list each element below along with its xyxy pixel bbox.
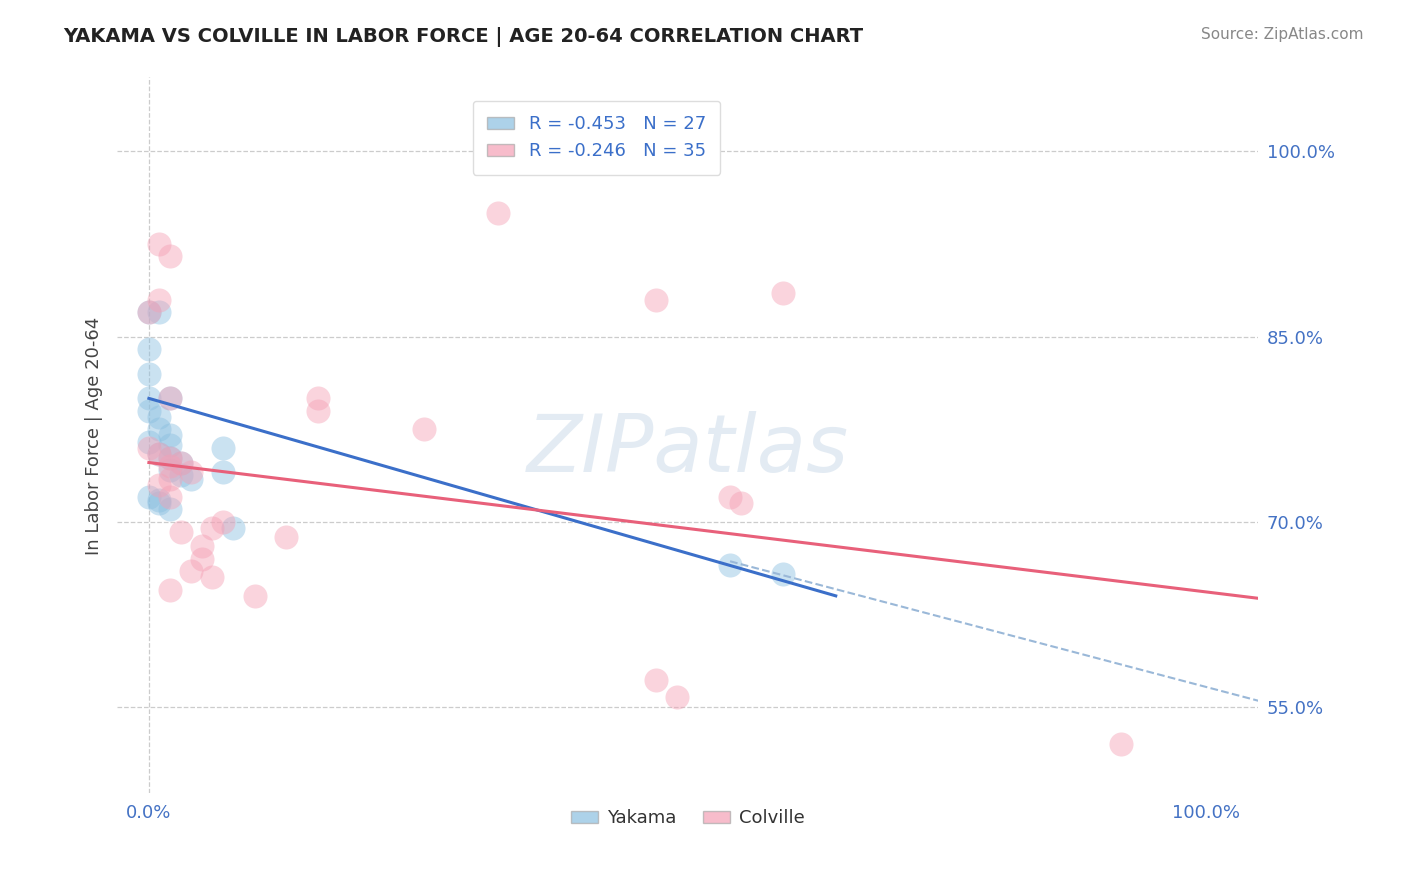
Point — [159, 438, 181, 452]
Point — [159, 392, 181, 406]
Point — [138, 490, 160, 504]
Point — [148, 237, 170, 252]
Point — [222, 521, 245, 535]
Point — [159, 502, 181, 516]
Text: ZIPatlas: ZIPatlas — [527, 410, 849, 489]
Point — [138, 305, 160, 319]
Point — [718, 558, 741, 572]
Point — [666, 690, 689, 704]
Text: YAKAMA VS COLVILLE IN LABOR FORCE | AGE 20-64 CORRELATION CHART: YAKAMA VS COLVILLE IN LABOR FORCE | AGE … — [63, 27, 863, 46]
Point — [169, 467, 191, 482]
Y-axis label: In Labor Force | Age 20-64: In Labor Force | Age 20-64 — [86, 317, 103, 555]
Point — [148, 492, 170, 507]
Point — [159, 459, 181, 474]
Point — [718, 490, 741, 504]
Point — [772, 566, 794, 581]
Point — [138, 342, 160, 356]
Point — [138, 441, 160, 455]
Point — [159, 463, 181, 477]
Point — [307, 392, 329, 406]
Point — [148, 409, 170, 424]
Point — [243, 589, 266, 603]
Point — [159, 450, 181, 465]
Point — [148, 496, 170, 510]
Point — [201, 521, 224, 535]
Point — [212, 515, 235, 529]
Point — [138, 367, 160, 381]
Point — [307, 403, 329, 417]
Point — [190, 551, 212, 566]
Point — [212, 466, 235, 480]
Point — [159, 428, 181, 442]
Point — [148, 447, 170, 461]
Point — [148, 422, 170, 436]
Point — [486, 206, 509, 220]
Point — [138, 434, 160, 449]
Point — [148, 293, 170, 307]
Point — [201, 570, 224, 584]
Point — [190, 540, 212, 554]
Point — [169, 456, 191, 470]
Point — [159, 490, 181, 504]
Point — [180, 466, 202, 480]
Point — [138, 403, 160, 417]
Point — [169, 524, 191, 539]
Point — [159, 450, 181, 465]
Point — [212, 441, 235, 455]
Point — [180, 472, 202, 486]
Text: Source: ZipAtlas.com: Source: ZipAtlas.com — [1201, 27, 1364, 42]
Legend: Yakama, Colville: Yakama, Colville — [564, 802, 813, 834]
Point — [412, 422, 434, 436]
Point — [159, 392, 181, 406]
Point — [148, 305, 170, 319]
Point — [138, 392, 160, 406]
Point — [276, 530, 298, 544]
Point — [148, 477, 170, 491]
Point — [772, 286, 794, 301]
Point — [645, 673, 668, 687]
Point — [180, 564, 202, 578]
Point — [169, 456, 191, 470]
Point — [645, 293, 668, 307]
Point — [730, 496, 752, 510]
Point — [138, 305, 160, 319]
Point — [159, 249, 181, 263]
Point — [159, 472, 181, 486]
Point — [159, 582, 181, 597]
Point — [148, 447, 170, 461]
Point — [1109, 737, 1132, 751]
